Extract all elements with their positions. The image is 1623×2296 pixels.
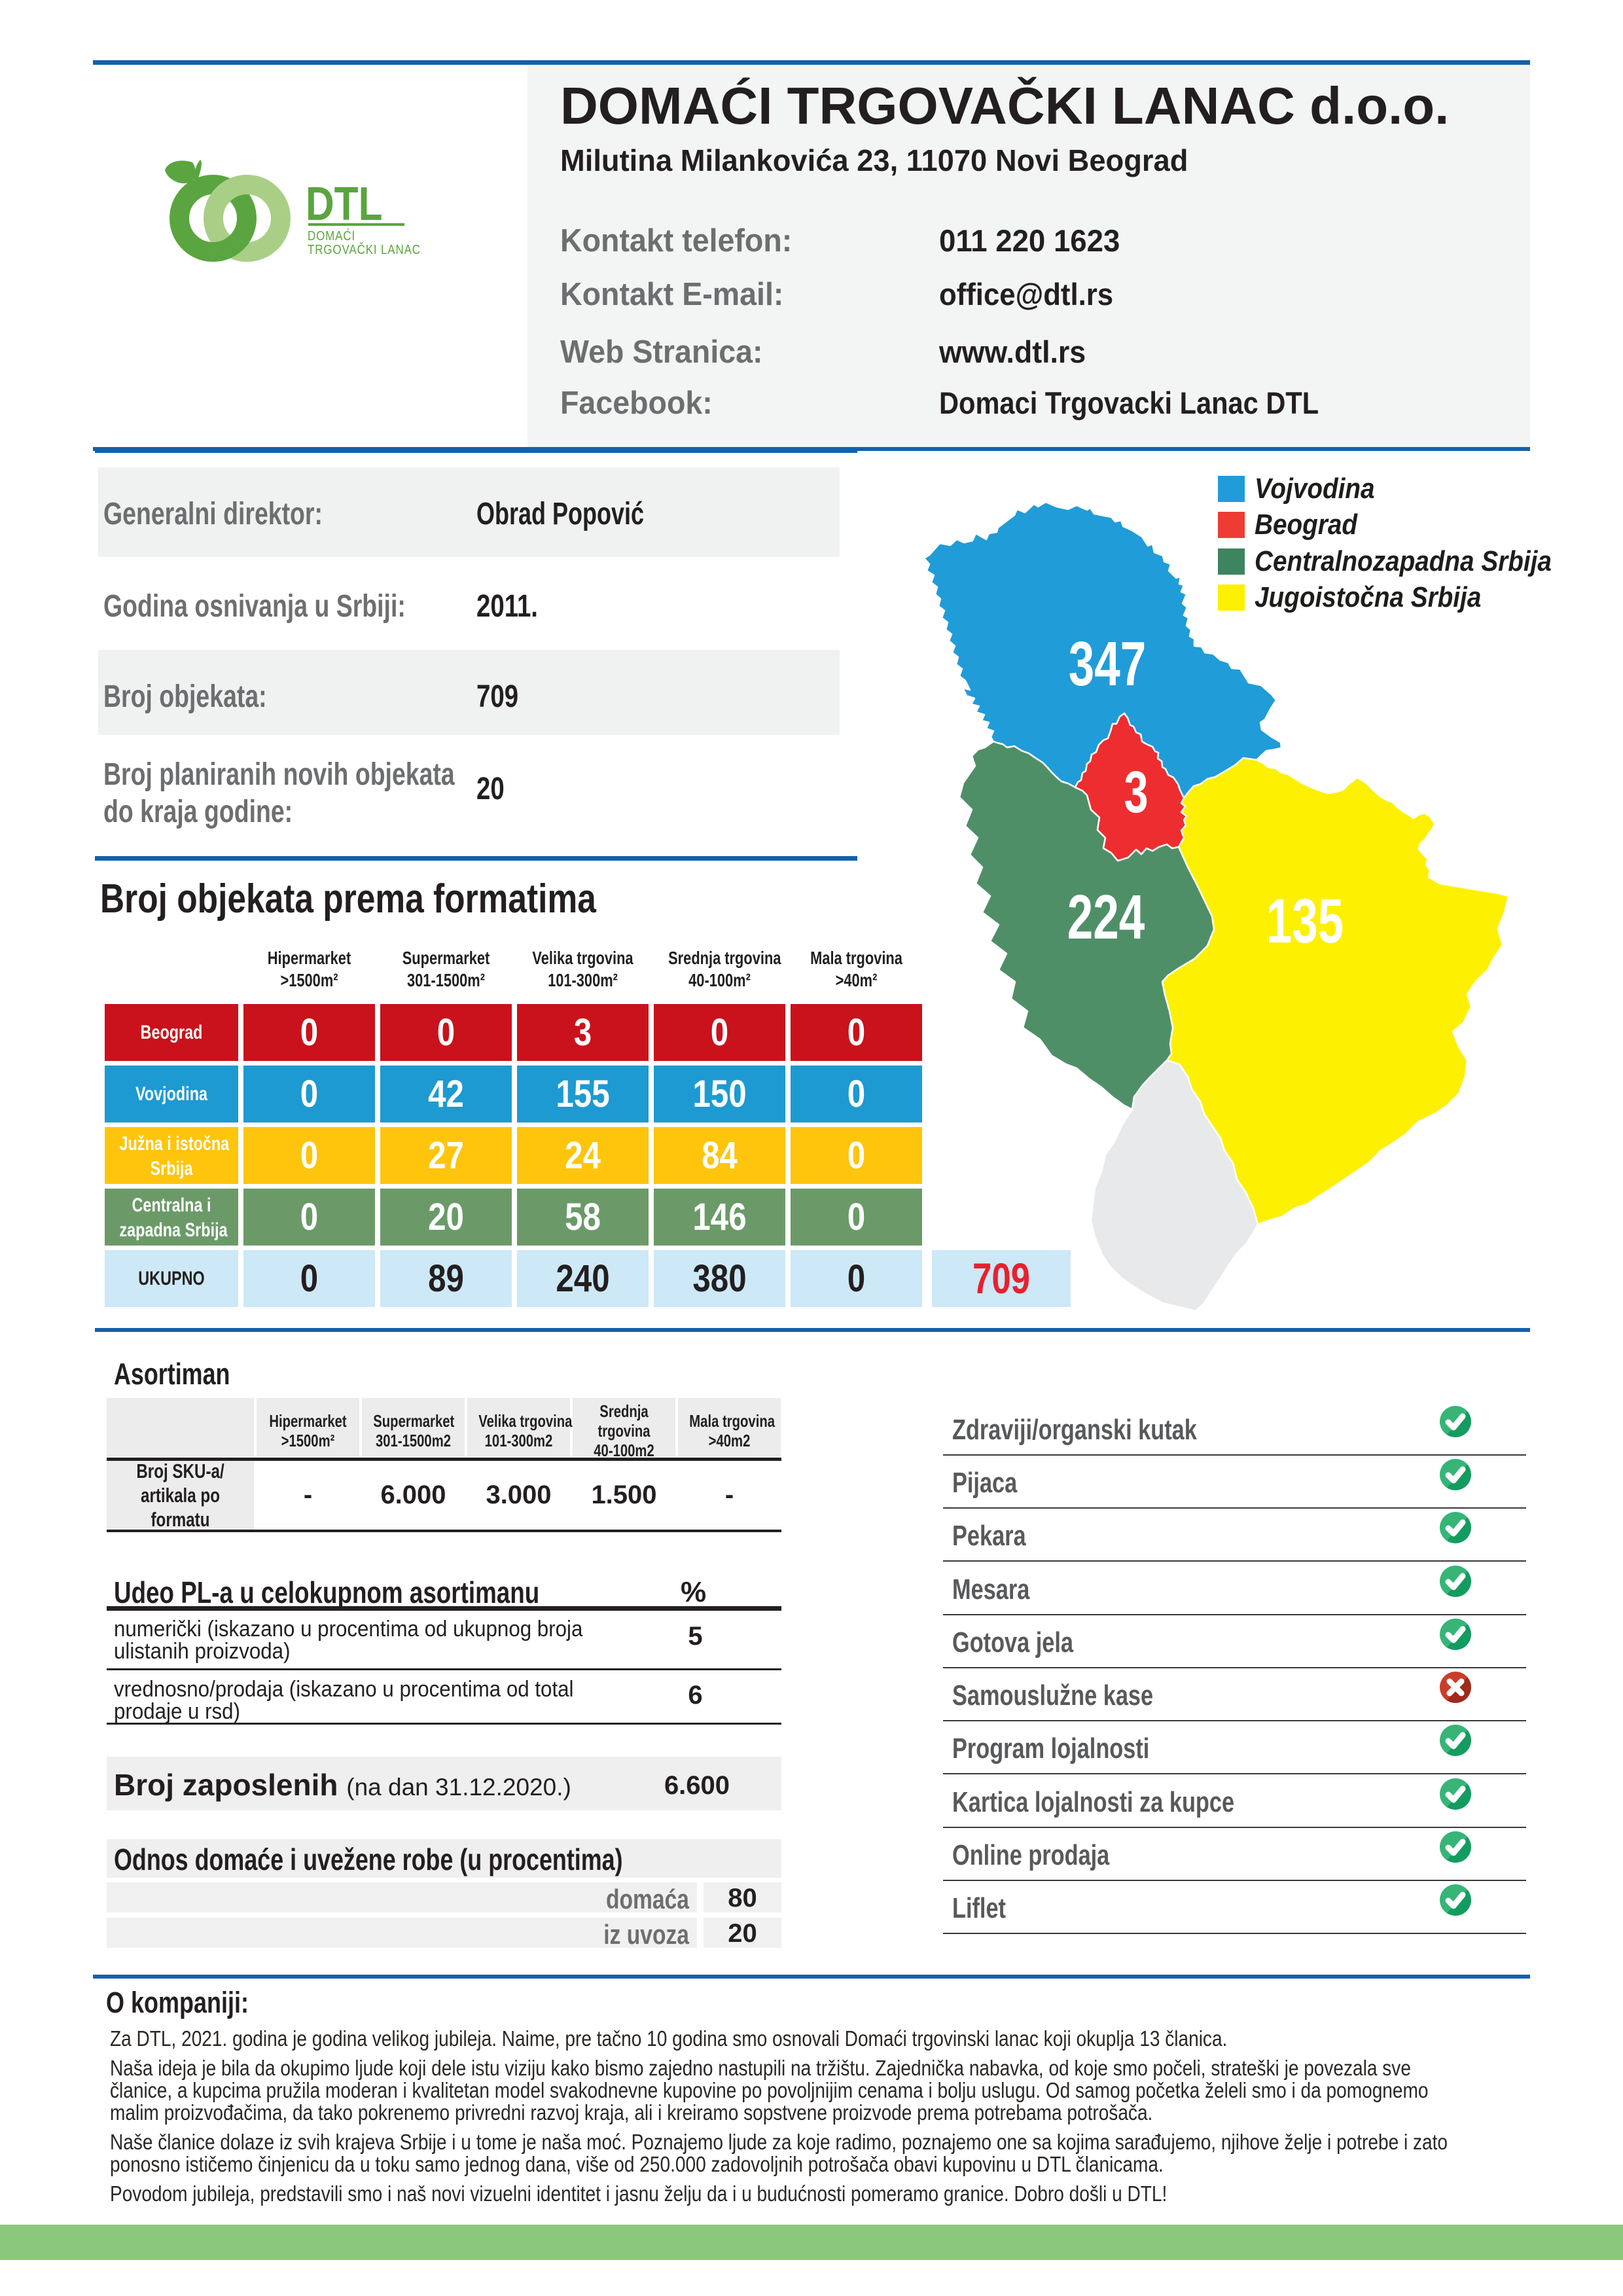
svg-text:Vojvodina: Vojvodina — [1255, 472, 1375, 505]
svg-text:Jugoistočna Srbija: Jugoistočna Srbija — [1255, 581, 1481, 613]
svg-text:Centralnozapadna Srbija: Centralnozapadna Srbija — [1255, 545, 1552, 577]
svg-text:TRGOVAČKI LANAC: TRGOVAČKI LANAC — [308, 242, 421, 257]
svg-text:3: 3 — [1124, 759, 1148, 825]
svg-text:135: 135 — [1266, 886, 1344, 956]
svg-text:347: 347 — [1069, 629, 1147, 699]
svg-text:224: 224 — [1067, 882, 1145, 952]
svg-text:DOMAĆI: DOMAĆI — [308, 228, 355, 243]
svg-text:Beograd: Beograd — [1255, 508, 1359, 541]
svg-text:DTL: DTL — [306, 178, 383, 230]
